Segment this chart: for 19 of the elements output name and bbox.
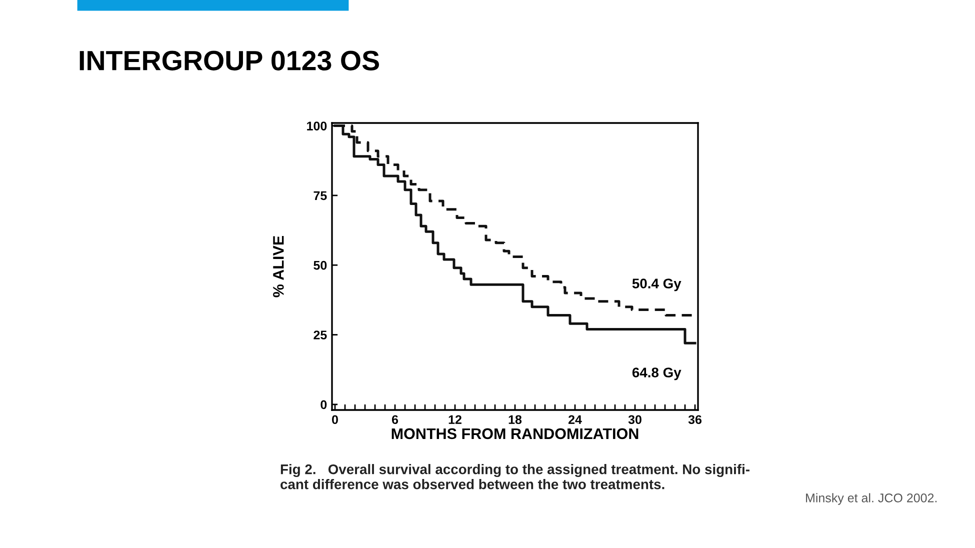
x-tick-label: 12 (448, 415, 462, 424)
x-tick-label: 24 (568, 415, 582, 424)
y-tick-label: 0 (320, 400, 327, 410)
x-tick-label: 36 (688, 415, 702, 424)
x-tick-label: 18 (508, 415, 522, 424)
y-tick-label: 25 (314, 330, 327, 340)
chart-title: INTERGROUP 0123 OS (80, 50, 379, 70)
x-tick-label: 6 (392, 415, 398, 424)
y-tick-label: 75 (314, 191, 327, 200)
y-axis-title: % ALIVE (273, 236, 284, 298)
series-label: 64.8 Gy (632, 368, 682, 380)
series-label: 50.4 Gy (632, 278, 682, 292)
y-tick-label: 50 (314, 260, 327, 270)
text: Minsky et al. JCO 2002. (806, 493, 937, 505)
y-tick-label: 100 (307, 122, 327, 130)
caption: Fig 2. Overall survival according to the assigned treatment. No signifi- cant difference was observed between the two treatments. (280, 464, 750, 490)
x-tick-label: 0 (332, 415, 338, 424)
x-axis-title: MONTHS FROM RANDOMIZATION (392, 428, 638, 440)
x-tick-label: 30 (628, 415, 642, 424)
